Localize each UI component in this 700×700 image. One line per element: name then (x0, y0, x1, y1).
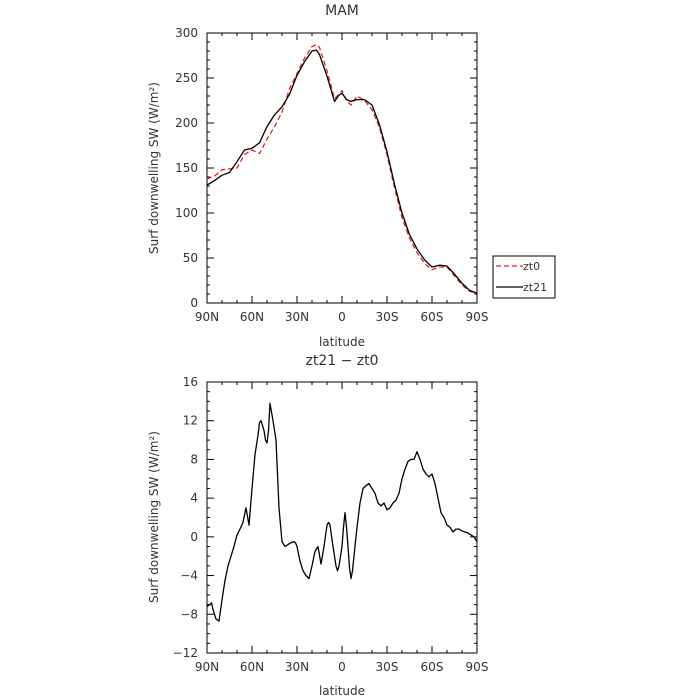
bottom-panel: zt21 − zt0 Surf downwelling SW (W/m²) la… (147, 353, 488, 698)
top-y-tick-label: 200 (175, 116, 198, 130)
bottom-y-tick-label: −8 (180, 607, 198, 621)
bottom-x-axis-label: latitude (319, 684, 365, 698)
bottom-y-tick-label: −4 (180, 569, 198, 583)
top-x-tick-label: 60S (421, 310, 444, 324)
legend: zt0 zt21 (492, 255, 556, 299)
bottom-x-tick-label: 60N (240, 660, 264, 674)
bottom-x-tick-label: 0 (338, 660, 346, 674)
legend-box (492, 255, 556, 299)
bottom-y-tick-label: 0 (190, 530, 198, 544)
bottom-y-tick-label: 4 (190, 491, 198, 505)
top-x-tick-label: 0 (338, 310, 346, 324)
top-y-tick-label: 100 (175, 206, 198, 220)
top-y-tick-label: 50 (183, 251, 198, 265)
series-line-zt0 (206, 44, 478, 294)
bottom-y-tick-label: −12 (173, 646, 198, 660)
series-line-zt21 (206, 49, 478, 294)
top-y-tick-label: 0 (190, 296, 198, 310)
top-x-tick-label: 60N (240, 310, 264, 324)
top-y-axis-label: Surf downwelling SW (W/m²) (147, 82, 161, 254)
bottom-y-tick-label: 12 (183, 414, 198, 428)
top-plot-frame (206, 32, 478, 304)
top-panel: MAM Surf downwelling SW (W/m²) latitude … (147, 3, 556, 349)
bottom-y-tick-label: 8 (190, 452, 198, 466)
bottom-x-tick-label: 30S (376, 660, 399, 674)
bottom-y-axis-label: Surf downwelling SW (W/m²) (147, 431, 161, 603)
legend-label-zt21: zt21 (523, 281, 547, 294)
bottom-x-tick-label: 60S (421, 660, 444, 674)
top-x-tick-label: 90N (195, 310, 219, 324)
top-x-tick-label: 30N (285, 310, 309, 324)
bottom-chart-title: zt21 − zt0 (305, 353, 378, 369)
legend-label-zt0: zt0 (523, 260, 540, 273)
bottom-x-tick-label: 90S (466, 660, 489, 674)
top-y-tick-label: 300 (175, 26, 198, 40)
top-x-axis-label: latitude (319, 335, 365, 349)
bottom-y-tick-label: 16 (183, 375, 198, 389)
bottom-plot-area: 90N 60N 30N 0 30S 60S 90S −12 −8 −4 0 4 8 12 16 (173, 375, 489, 674)
bottom-x-tick-label: 30N (285, 660, 309, 674)
top-plot-area: 90N 60N 30N 0 30S 60S 90S 0 50 100 150 200 250 300 (175, 26, 488, 324)
top-y-tick-label: 150 (175, 161, 198, 175)
bottom-series-line (206, 402, 478, 622)
top-chart-title: MAM (325, 3, 359, 19)
top-x-tick-label: 90S (466, 310, 489, 324)
top-x-tick-label: 30S (376, 310, 399, 324)
bottom-x-tick-label: 90N (195, 660, 219, 674)
top-y-tick-label: 250 (175, 71, 198, 85)
